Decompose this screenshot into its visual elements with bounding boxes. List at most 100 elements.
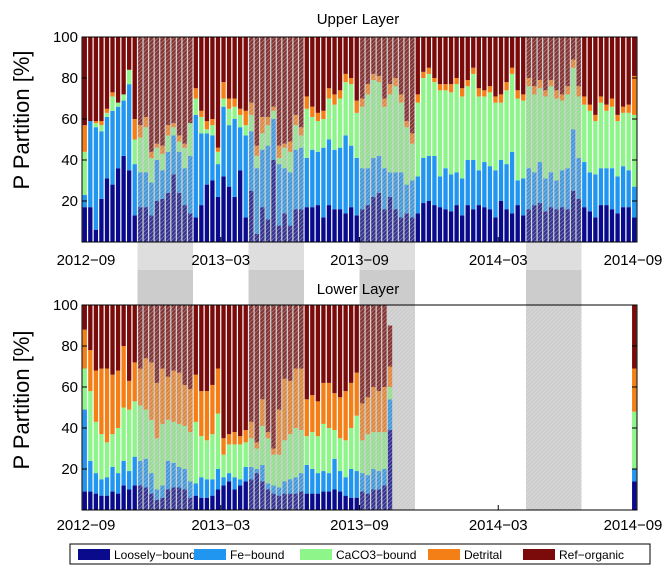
upper-bar-23-refo (204, 37, 210, 122)
upper-bar-3-detrital (93, 121, 99, 124)
lower-bar-9-detrital (127, 380, 132, 410)
upper-bar-49-caco3 (349, 84, 354, 146)
upper-bar-73-loosely (482, 207, 487, 242)
lower-bar-10-refo (132, 305, 137, 363)
upper-bar-50-detrital (354, 100, 359, 113)
legend-swatch-2 (194, 549, 226, 560)
lower-ytick-label-20: 20 (61, 461, 78, 478)
upper-bar-64-refo (432, 37, 437, 78)
upper-bar-25-refo (215, 37, 221, 148)
upper-bar-77-refo (504, 37, 509, 83)
lower-bar-27-detrital (226, 434, 232, 445)
upper-bar-95-caco3 (604, 110, 609, 169)
upper-bar-22-fe (199, 133, 204, 206)
upper-bar-47-refo (337, 37, 343, 91)
upper-bar-6-loosely (110, 184, 115, 242)
lower-ytick-label-80: 80 (61, 338, 78, 355)
upper-bar-91-caco3 (582, 104, 587, 163)
upper-bar-70-refo (465, 37, 470, 81)
upper-bar-65-loosely (437, 207, 443, 242)
upper-bar-92-loosely (587, 211, 592, 242)
upper-bar-62-refo (421, 37, 426, 72)
upper-bar-73-refo (482, 37, 487, 91)
upper-title: Upper Layer (317, 11, 400, 28)
upper-bar-61-fe (415, 176, 420, 214)
upper-bar-71-detrital (471, 67, 476, 74)
upper-bar-6-refo (110, 37, 115, 93)
lower-bar-50-fe (354, 471, 359, 498)
upper-bar-22-loosely (199, 205, 204, 242)
lower-bar-43-loosely (315, 493, 321, 510)
lower-ytick-label-40: 40 (61, 420, 78, 437)
upper-bar-73-fe (482, 162, 487, 208)
upper-hatch-1 (137, 37, 193, 242)
upper-bar-21-fe (193, 114, 198, 218)
upper-bar-26-refo (221, 37, 226, 83)
lower-bar-43-refo (315, 305, 321, 402)
lower-bar-26-loosely (221, 485, 226, 510)
upper-bar-79-fe (515, 180, 520, 206)
upper-bar-71-fe (471, 160, 476, 210)
upper-bar-50-caco3 (354, 112, 359, 158)
lower-bar-10-detrital (132, 362, 137, 402)
upper-bar-91-detrital (582, 96, 587, 105)
upper-bar-97-caco3 (615, 121, 620, 177)
lower-bar-50-caco3 (354, 415, 359, 472)
upper-xtick-label-5: 2014−09 (604, 252, 663, 269)
lower-bar-50-refo (354, 305, 359, 373)
upper-bar-96-caco3 (609, 106, 615, 169)
upper-bar-61-caco3 (415, 102, 420, 177)
lower-bar-47-refo (337, 305, 343, 398)
upper-shade-tint-3 (359, 37, 415, 242)
upper-bar-9-fe (127, 84, 132, 171)
lower-xtick-label-5: 2014−09 (604, 517, 663, 534)
lower-bar-46-refo (332, 305, 337, 394)
upper-bar-24-caco3 (210, 125, 215, 136)
upper-panel: Upper Layer P Partition [%] 20406080100 … (9, 11, 662, 305)
upper-bar-27-refo (226, 37, 232, 99)
upper-bar-43-fe (315, 151, 321, 206)
lower-bar-6-loosely (110, 491, 115, 510)
upper-bar-29-detrital (238, 108, 243, 115)
upper-bar-26-loosely (221, 176, 226, 242)
upper-bar-27-loosely (226, 186, 232, 242)
upper-bar-30-detrital (243, 110, 248, 126)
upper-bar-100-caco3 (632, 114, 637, 187)
upper-bar-71-loosely (471, 209, 476, 242)
upper-bar-70-loosely (465, 205, 470, 242)
upper-bar-26-fe (221, 106, 226, 177)
upper-bar-63-caco3 (426, 73, 432, 156)
upper-bar-44-caco3 (321, 119, 326, 148)
upper-bar-4-detrital (99, 121, 104, 126)
upper-bar-45-loosely (326, 205, 332, 242)
upper-bar-77-fe (504, 164, 509, 210)
lower-bar-7-fe (115, 473, 121, 494)
lower-bar-43-detrital (315, 401, 321, 437)
upper-bar-93-refo (593, 37, 598, 115)
lower-shade-tint-3 (359, 305, 415, 510)
upper-bar-100-refo (632, 37, 637, 76)
lower-bar-45-refo (326, 305, 332, 383)
upper-bar-66-detrital (443, 84, 448, 91)
upper-bar-69-loosely (460, 215, 465, 242)
upper-bar-5-fe (104, 116, 110, 179)
upper-bar-92-fe (587, 172, 592, 212)
lower-ytick-label-60: 60 (61, 379, 78, 396)
lower-hatch-2 (248, 305, 304, 510)
lower-bar-4-fe (99, 479, 104, 496)
upper-bar-5-refo (104, 37, 110, 109)
upper-bar-43-detrital (315, 112, 321, 122)
upper-bar-78-loosely (509, 213, 515, 242)
upper-bar-6-fe (110, 110, 115, 185)
upper-hatch-3 (359, 37, 415, 242)
upper-bar-5-caco3 (104, 112, 110, 117)
upper-bar-70-fe (465, 160, 470, 206)
upper-ytick-label-40: 40 (61, 152, 78, 169)
lower-bar-45-detrital (326, 382, 332, 428)
upper-bar-23-fe (204, 133, 210, 185)
lower-bar-46-detrital (332, 393, 337, 431)
upper-bar-94-refo (598, 37, 604, 97)
lower-bar-46-caco3 (332, 430, 337, 459)
upper-bar-4-fe (99, 131, 104, 199)
upper-bar-21-loosely (193, 217, 198, 242)
